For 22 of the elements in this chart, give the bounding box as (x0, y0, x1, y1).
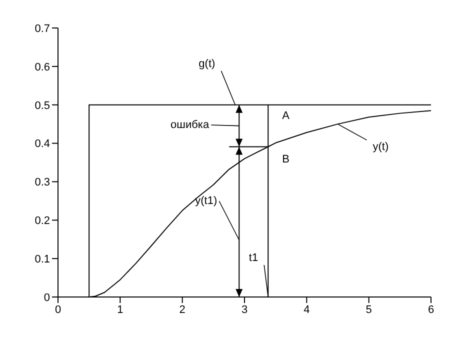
y-tick-label: 0 (44, 292, 50, 304)
y-tick-label: 0.3 (34, 176, 50, 189)
y-tick-label: 0.2 (34, 215, 50, 228)
x-tick-label: 2 (179, 304, 186, 316)
x-tick-label: 6 (428, 304, 434, 316)
annotation: ошибка (170, 119, 210, 131)
x-tick-label: 1 (117, 304, 124, 316)
annotation: t1 (248, 252, 258, 264)
y-tick-label: 0.5 (34, 100, 50, 112)
annotation: y(t1) (195, 195, 218, 207)
annotation: g(t) (198, 58, 216, 70)
y-tick-label: 0.1 (34, 253, 50, 266)
x-tick-label: 0 (54, 304, 62, 316)
annotation: A (282, 110, 290, 122)
annotation: B (282, 154, 290, 166)
y-tick-label: 0.6 (34, 61, 50, 74)
annotation: y(t) (372, 141, 389, 154)
x-tick-label: 3 (241, 304, 248, 316)
y-tick-label: 0.4 (34, 138, 50, 150)
x-tick-label: 5 (366, 304, 372, 316)
y-tick-label: 0.7 (34, 22, 50, 35)
x-tick-label: 4 (304, 304, 310, 316)
